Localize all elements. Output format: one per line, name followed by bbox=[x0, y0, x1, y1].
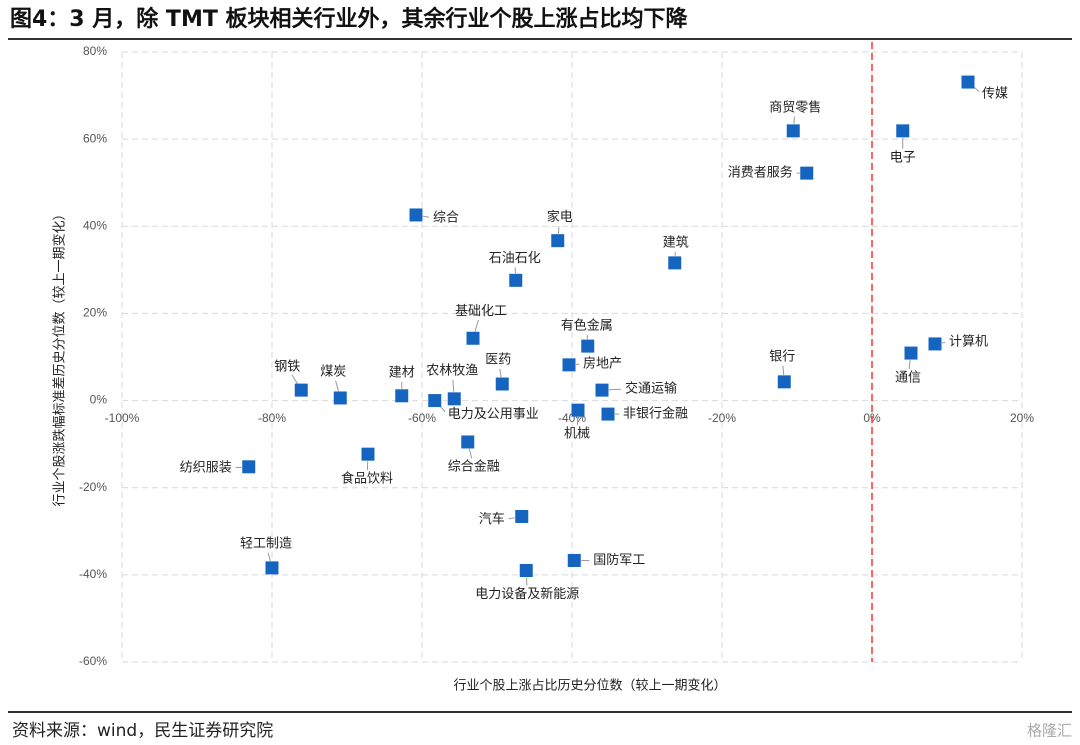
point bbox=[571, 403, 585, 417]
point bbox=[595, 383, 609, 397]
point-label: 建材 bbox=[389, 365, 415, 380]
y-tick-label: -60% bbox=[79, 654, 107, 668]
leader-line bbox=[608, 388, 622, 391]
point-label: 食品饮料 bbox=[341, 471, 393, 487]
y-tick-label: 80% bbox=[83, 44, 107, 58]
point-label: 商贸零售 bbox=[769, 99, 821, 115]
point-label: 煤炭 bbox=[320, 364, 346, 379]
point bbox=[242, 460, 256, 474]
x-tick-label: -80% bbox=[258, 411, 286, 425]
point-label: 消费者服务 bbox=[728, 165, 793, 181]
point-label: 钢铁 bbox=[274, 360, 300, 375]
point-label: 国防军工 bbox=[593, 552, 645, 568]
point bbox=[294, 383, 308, 397]
point-label: 综合金融 bbox=[448, 458, 500, 474]
point-label: 家电 bbox=[547, 209, 573, 225]
leader-line bbox=[291, 374, 299, 385]
y-tick-label: -20% bbox=[79, 480, 107, 494]
point bbox=[428, 394, 442, 408]
point-label: 房地产 bbox=[583, 355, 622, 371]
point-label: 医药 bbox=[485, 353, 511, 368]
point bbox=[495, 377, 509, 391]
point bbox=[409, 208, 423, 222]
point bbox=[567, 553, 581, 567]
point-label: 电力设备及新能源 bbox=[475, 586, 579, 602]
point bbox=[896, 124, 910, 138]
y-tick-label: 20% bbox=[83, 306, 107, 320]
point bbox=[395, 389, 409, 403]
point bbox=[461, 435, 475, 449]
point bbox=[447, 392, 461, 406]
point bbox=[601, 407, 615, 421]
leader-line bbox=[508, 517, 515, 520]
y-tick-label: 0% bbox=[90, 393, 108, 407]
point-label: 综合 bbox=[433, 210, 459, 225]
point-label: 轻工制造 bbox=[240, 536, 292, 551]
point-label: 非银行金融 bbox=[623, 406, 688, 422]
point bbox=[928, 337, 942, 351]
point-label: 纺织服装 bbox=[180, 460, 232, 475]
point-label: 传媒 bbox=[982, 87, 1008, 102]
point-label: 汽车 bbox=[479, 511, 505, 527]
point bbox=[800, 166, 814, 180]
point bbox=[777, 375, 791, 389]
y-tick-label: 40% bbox=[83, 218, 107, 232]
leader-line bbox=[267, 552, 271, 562]
point-label: 计算机 bbox=[949, 334, 988, 349]
point bbox=[466, 331, 480, 345]
leader-line bbox=[782, 365, 785, 375]
point-label: 机械 bbox=[564, 427, 590, 442]
leader-line bbox=[468, 448, 473, 459]
point-label: 银行 bbox=[769, 349, 795, 364]
point-label: 交通运输 bbox=[625, 381, 677, 397]
point-label: 通信 bbox=[895, 371, 921, 386]
point-label: 石油石化 bbox=[489, 251, 541, 266]
point bbox=[519, 564, 533, 577]
point bbox=[551, 234, 565, 248]
point-label: 农林牧渔 bbox=[426, 363, 478, 378]
point bbox=[786, 124, 800, 138]
point-label: 电力及公用事业 bbox=[448, 407, 539, 422]
source: 资料来源：wind，民生证券研究院 bbox=[12, 721, 273, 741]
watermark: 格隆汇 bbox=[1027, 722, 1072, 740]
point-label: 基础化工 bbox=[455, 304, 507, 319]
point bbox=[509, 273, 523, 287]
x-tick-label: 20% bbox=[1010, 411, 1034, 425]
chart-title: 图4：3 月，除 TMT 板块相关行业外，其余行业个股上涨占比均下降 bbox=[10, 6, 689, 32]
leader-line bbox=[335, 380, 339, 392]
leader-line bbox=[557, 226, 560, 234]
point-label: 建筑 bbox=[663, 234, 689, 250]
point bbox=[581, 339, 595, 353]
x-tick-label: -20% bbox=[708, 411, 736, 425]
point bbox=[961, 75, 975, 89]
leader-line bbox=[452, 379, 455, 392]
point-label: 电子 bbox=[890, 150, 916, 165]
leader-line bbox=[499, 368, 502, 378]
point bbox=[515, 509, 529, 523]
x-tick-label: -100% bbox=[105, 411, 140, 425]
point bbox=[668, 256, 682, 270]
leader-line bbox=[422, 215, 430, 218]
point bbox=[333, 391, 347, 405]
leader-line bbox=[793, 116, 795, 124]
point bbox=[904, 346, 918, 360]
point-label: 有色金属 bbox=[561, 318, 613, 334]
x-axis-label: 行业个股上涨占比历史分位数（较上一期变化） bbox=[453, 678, 726, 694]
leader-line bbox=[908, 359, 911, 370]
leader-line bbox=[474, 319, 479, 332]
point bbox=[361, 447, 375, 461]
y-tick-label: -40% bbox=[79, 567, 107, 581]
point bbox=[265, 561, 279, 575]
y-tick-label: 60% bbox=[83, 131, 107, 145]
x-tick-label: -60% bbox=[408, 411, 436, 425]
point bbox=[562, 358, 576, 372]
y-axis-label: 行业个股涨跌幅标准差历史分位数（较上一期变化） bbox=[52, 207, 68, 506]
